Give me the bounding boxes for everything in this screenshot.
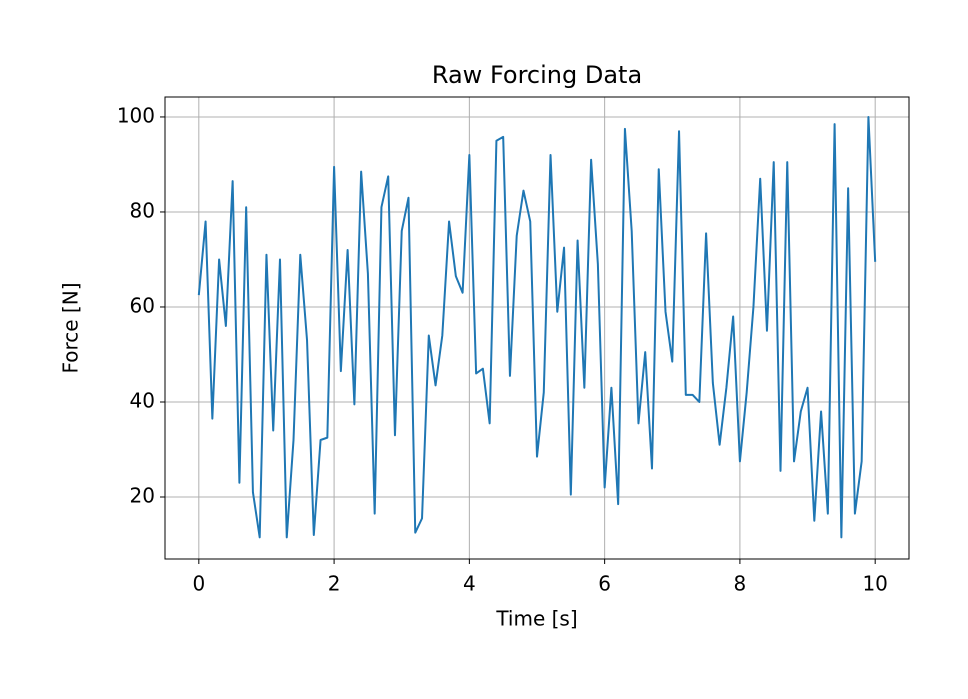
- y-tick-label: 100: [117, 103, 155, 127]
- y-tick-label: 20: [130, 484, 155, 508]
- x-tick-label: 6: [598, 572, 611, 596]
- y-axis-label: Force [N]: [59, 282, 83, 373]
- x-axis-label: Time [s]: [495, 607, 577, 631]
- chart-title: Raw Forcing Data: [432, 61, 642, 89]
- x-tick-label: 0: [192, 572, 205, 596]
- data-line: [197, 115, 877, 539]
- y-tick-label: 40: [130, 388, 155, 412]
- x-tick-label: 10: [862, 572, 887, 596]
- plot-frame: [164, 96, 910, 560]
- x-tick-label: 2: [328, 572, 341, 596]
- y-tick-label: 60: [130, 293, 155, 317]
- x-tick-label: 4: [463, 572, 476, 596]
- x-tick-label: 8: [734, 572, 747, 596]
- y-tick-label: 80: [130, 198, 155, 222]
